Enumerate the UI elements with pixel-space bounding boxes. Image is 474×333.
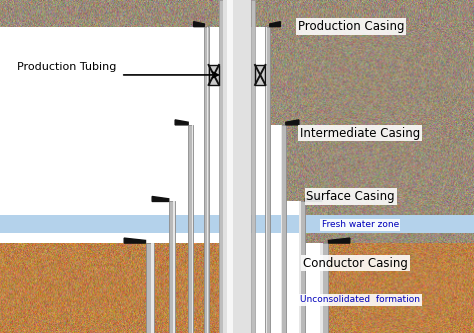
Text: Production Casing: Production Casing	[298, 20, 404, 33]
Polygon shape	[286, 120, 299, 125]
Bar	[265, 27, 267, 333]
Bar	[223, 0, 251, 333]
Bar	[0, 215, 474, 233]
Text: Production Tubing: Production Tubing	[17, 62, 116, 72]
Polygon shape	[124, 238, 146, 243]
Bar	[255, 65, 265, 85]
Text: Surface Casing: Surface Casing	[307, 190, 395, 203]
Text: Fresh water zone: Fresh water zone	[322, 220, 399, 229]
Bar	[152, 243, 154, 333]
Text: Unconsolidated  formation: Unconsolidated formation	[300, 295, 420, 304]
Bar	[299, 201, 305, 333]
Polygon shape	[193, 22, 204, 27]
Bar	[320, 243, 328, 333]
Bar	[192, 125, 193, 333]
Bar	[169, 201, 175, 333]
Polygon shape	[305, 196, 322, 201]
Bar	[204, 27, 209, 333]
Polygon shape	[152, 196, 169, 201]
Text: Intermediate Casing: Intermediate Casing	[300, 127, 420, 140]
Bar	[227, 0, 233, 333]
Bar	[188, 125, 193, 333]
Bar	[173, 201, 175, 333]
Bar	[320, 243, 322, 333]
Bar	[209, 65, 219, 85]
Text: Conductor Casing: Conductor Casing	[303, 256, 408, 270]
Polygon shape	[328, 238, 350, 243]
Bar	[265, 27, 270, 333]
Bar	[207, 27, 209, 333]
Bar	[219, 0, 223, 333]
Bar	[281, 125, 282, 333]
Bar	[281, 125, 286, 333]
Bar	[299, 201, 301, 333]
Polygon shape	[270, 22, 281, 27]
Bar	[146, 243, 154, 333]
Bar	[251, 0, 255, 333]
Polygon shape	[175, 120, 188, 125]
